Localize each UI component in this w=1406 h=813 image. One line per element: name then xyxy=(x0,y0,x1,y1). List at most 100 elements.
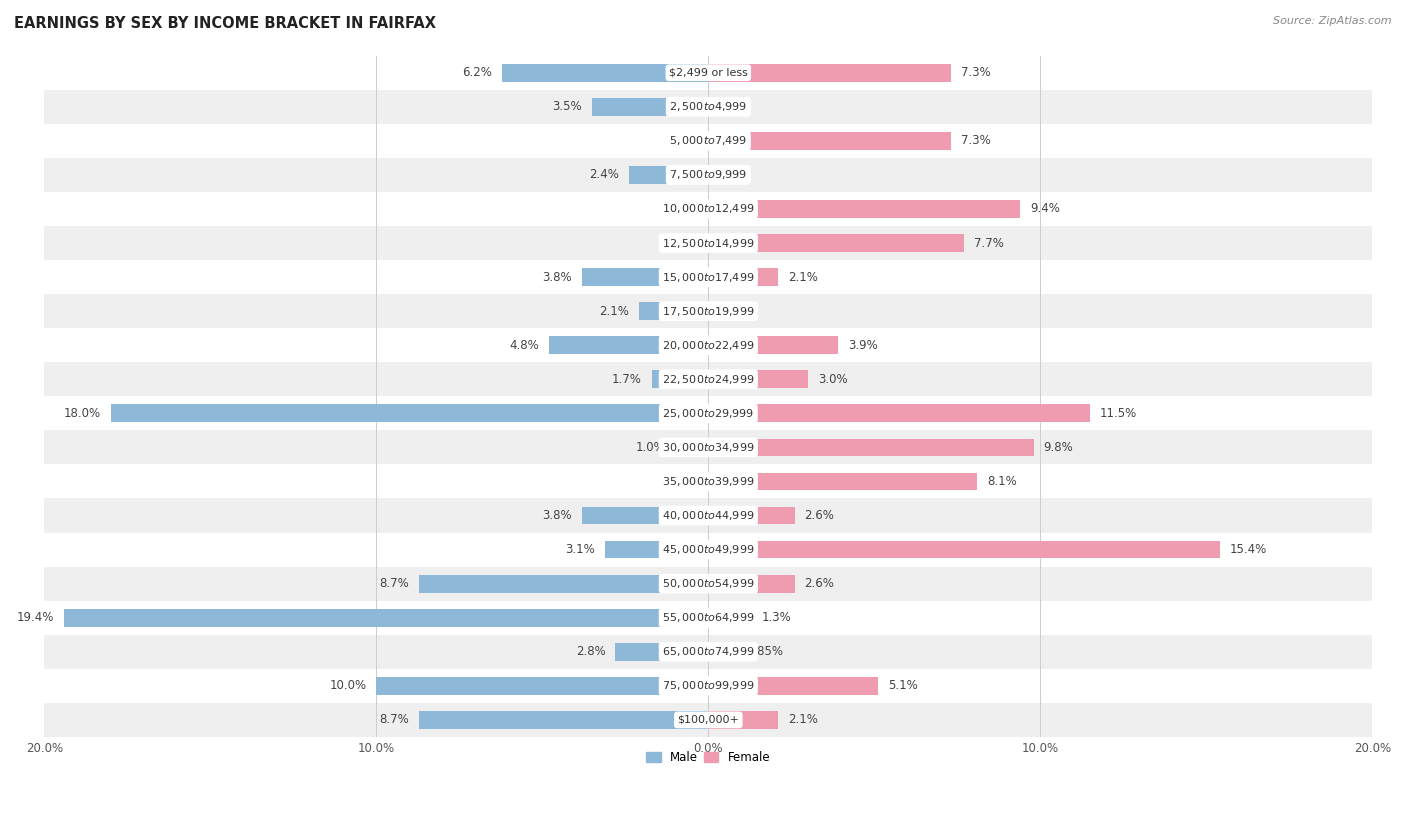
Text: $100,000+: $100,000+ xyxy=(678,715,740,725)
Text: 3.1%: 3.1% xyxy=(565,543,595,556)
Text: $15,000 to $17,499: $15,000 to $17,499 xyxy=(662,271,755,284)
Bar xyxy=(709,711,778,728)
Bar xyxy=(709,541,1219,559)
Bar xyxy=(709,575,794,593)
Text: 2.1%: 2.1% xyxy=(787,714,818,727)
Bar xyxy=(377,677,709,695)
Text: 11.5%: 11.5% xyxy=(1099,406,1137,420)
Bar xyxy=(709,677,877,695)
Text: $35,000 to $39,999: $35,000 to $39,999 xyxy=(662,475,755,488)
Text: 6.2%: 6.2% xyxy=(463,66,492,79)
Text: 10.0%: 10.0% xyxy=(329,680,367,693)
Text: $40,000 to $44,999: $40,000 to $44,999 xyxy=(662,509,755,522)
Bar xyxy=(44,89,1372,124)
Bar xyxy=(44,158,1372,192)
Bar xyxy=(44,294,1372,328)
Text: $5,000 to $7,499: $5,000 to $7,499 xyxy=(669,134,748,147)
Text: $12,500 to $14,999: $12,500 to $14,999 xyxy=(662,237,755,250)
Bar xyxy=(44,260,1372,294)
Text: 0.0%: 0.0% xyxy=(669,134,699,147)
Bar xyxy=(616,643,709,661)
Bar xyxy=(44,533,1372,567)
Text: $2,499 or less: $2,499 or less xyxy=(669,67,748,78)
Text: 2.6%: 2.6% xyxy=(804,509,835,522)
Bar xyxy=(582,506,709,524)
Text: 0.0%: 0.0% xyxy=(669,475,699,488)
Bar xyxy=(44,396,1372,430)
Text: 8.7%: 8.7% xyxy=(380,714,409,727)
Text: $22,500 to $24,999: $22,500 to $24,999 xyxy=(662,373,755,386)
Bar xyxy=(44,635,1372,669)
Text: 9.8%: 9.8% xyxy=(1043,441,1073,454)
Bar xyxy=(709,200,1021,218)
Bar xyxy=(44,430,1372,464)
Bar xyxy=(709,132,950,150)
Bar xyxy=(709,268,778,286)
Bar xyxy=(44,669,1372,703)
Text: 0.0%: 0.0% xyxy=(669,202,699,215)
Text: 8.1%: 8.1% xyxy=(987,475,1017,488)
Text: 1.3%: 1.3% xyxy=(762,611,792,624)
Text: 2.8%: 2.8% xyxy=(575,646,606,659)
Text: 7.3%: 7.3% xyxy=(960,66,990,79)
Text: $45,000 to $49,999: $45,000 to $49,999 xyxy=(662,543,755,556)
Bar xyxy=(709,405,1090,422)
Bar xyxy=(709,371,808,388)
Bar xyxy=(44,55,1372,89)
Text: 2.1%: 2.1% xyxy=(787,271,818,284)
Text: $65,000 to $74,999: $65,000 to $74,999 xyxy=(662,646,755,659)
Text: 15.4%: 15.4% xyxy=(1230,543,1267,556)
Bar xyxy=(502,64,709,81)
Bar xyxy=(44,601,1372,635)
Bar xyxy=(709,472,977,490)
Text: 2.6%: 2.6% xyxy=(804,577,835,590)
Bar xyxy=(709,438,1033,456)
Bar xyxy=(675,438,709,456)
Text: 0.85%: 0.85% xyxy=(747,646,783,659)
Bar xyxy=(709,643,737,661)
Bar xyxy=(628,166,709,184)
Text: 3.8%: 3.8% xyxy=(543,509,572,522)
Text: $20,000 to $22,499: $20,000 to $22,499 xyxy=(662,339,755,352)
Text: EARNINGS BY SEX BY INCOME BRACKET IN FAIRFAX: EARNINGS BY SEX BY INCOME BRACKET IN FAI… xyxy=(14,16,436,31)
Text: 7.3%: 7.3% xyxy=(960,134,990,147)
Text: 2.4%: 2.4% xyxy=(589,168,619,181)
Bar xyxy=(638,302,709,320)
Bar xyxy=(548,337,709,354)
Text: 19.4%: 19.4% xyxy=(17,611,55,624)
Text: 0.0%: 0.0% xyxy=(718,100,748,113)
Bar xyxy=(44,124,1372,158)
Bar xyxy=(65,609,709,627)
Bar xyxy=(111,405,709,422)
Text: 0.0%: 0.0% xyxy=(718,305,748,318)
Bar xyxy=(709,64,950,81)
Bar xyxy=(44,363,1372,396)
Bar xyxy=(44,192,1372,226)
Text: 18.0%: 18.0% xyxy=(63,406,101,420)
Bar xyxy=(419,575,709,593)
Text: $2,500 to $4,999: $2,500 to $4,999 xyxy=(669,100,748,113)
Text: $50,000 to $54,999: $50,000 to $54,999 xyxy=(662,577,755,590)
Bar xyxy=(652,371,709,388)
Bar xyxy=(709,234,965,252)
Bar xyxy=(44,567,1372,601)
Text: 2.1%: 2.1% xyxy=(599,305,628,318)
Text: $10,000 to $12,499: $10,000 to $12,499 xyxy=(662,202,755,215)
Bar xyxy=(709,609,751,627)
Text: 3.5%: 3.5% xyxy=(553,100,582,113)
Text: 1.7%: 1.7% xyxy=(612,373,643,386)
Legend: Male, Female: Male, Female xyxy=(641,746,775,768)
Text: 8.7%: 8.7% xyxy=(380,577,409,590)
Bar xyxy=(44,464,1372,498)
Text: 5.1%: 5.1% xyxy=(887,680,917,693)
Text: 3.0%: 3.0% xyxy=(818,373,848,386)
Text: Source: ZipAtlas.com: Source: ZipAtlas.com xyxy=(1274,16,1392,26)
Text: $17,500 to $19,999: $17,500 to $19,999 xyxy=(662,305,755,318)
Text: $30,000 to $34,999: $30,000 to $34,999 xyxy=(662,441,755,454)
Text: $25,000 to $29,999: $25,000 to $29,999 xyxy=(662,406,755,420)
Bar xyxy=(709,337,838,354)
Text: 0.0%: 0.0% xyxy=(669,237,699,250)
Text: 1.0%: 1.0% xyxy=(636,441,665,454)
Text: 7.7%: 7.7% xyxy=(974,237,1004,250)
Bar xyxy=(582,268,709,286)
